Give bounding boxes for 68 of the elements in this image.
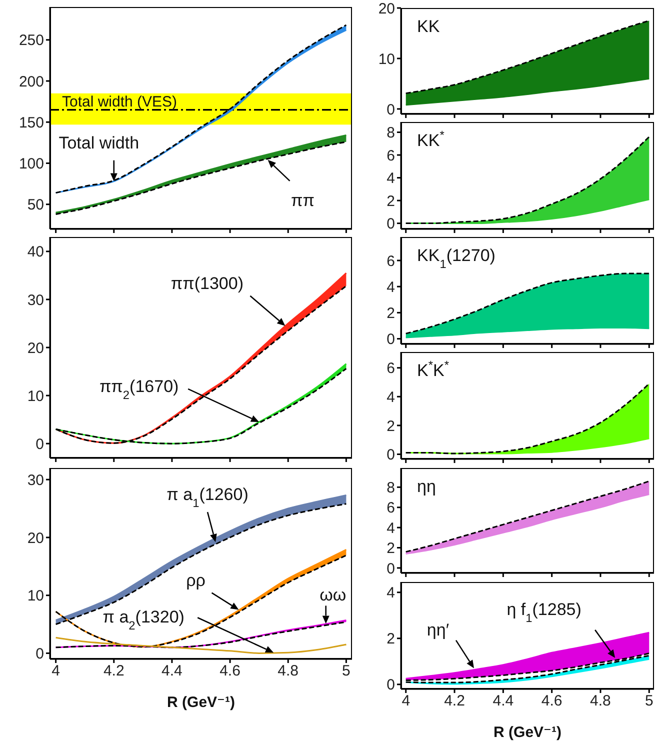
annotation: ππ$_{2}$(1670) — [99, 376, 179, 402]
annotation: π a$_{1}$(1260) — [166, 485, 248, 510]
y-tick-label: 10 — [27, 588, 44, 605]
x-axis-title: R (GeV⁻¹) — [494, 724, 562, 741]
x-tick-label: 4.8 — [278, 662, 299, 680]
text: K$^{*}$K$^{*}$ — [417, 358, 450, 380]
x-tick-label: 5 — [644, 692, 654, 710]
y-tick-label: 2 — [386, 540, 395, 558]
y-tick-label: 20 — [27, 530, 44, 547]
y-tick-label: 4 — [386, 520, 395, 537]
y-tick-label: 0 — [386, 331, 395, 348]
y-tick-label: 8 — [386, 480, 395, 497]
x-tick-label: 4.4 — [162, 662, 182, 680]
y-tick-label: 4 — [386, 278, 395, 296]
band-label: Total width (VES) — [62, 93, 178, 110]
y-tick-label: 2 — [386, 192, 395, 210]
annotation: ωω — [320, 586, 346, 605]
y-tick-label: 200 — [18, 73, 44, 90]
x-tick-label: 4.4 — [492, 692, 514, 710]
y-tick-label: 6 — [386, 252, 395, 270]
text: KK$^{*}$ — [417, 128, 445, 150]
x-tick-label: 4.2 — [103, 662, 124, 680]
text: KK$_{1}$(1270) — [417, 246, 496, 271]
annotation: η f$_{1}$(1285) — [506, 600, 582, 625]
y-tick-label: 6 — [386, 147, 395, 164]
y-tick-label: 2 — [386, 305, 395, 322]
y-tick-label: 30 — [27, 472, 44, 489]
y-tick-label: 4 — [386, 584, 395, 602]
annotation: ρρ — [186, 570, 206, 590]
y-tick-label: 0 — [386, 216, 395, 233]
y-tick-label: 20 — [378, 0, 395, 18]
y-tick-label: 10 — [27, 388, 44, 405]
y-tick-label: 0 — [386, 560, 395, 578]
x-tick-label: 4.2 — [444, 692, 465, 710]
annotation: π a$_{2}$(1320) — [102, 608, 184, 633]
x-tick-label: 4 — [52, 662, 60, 680]
y-tick-label: 4 — [386, 388, 395, 406]
annotation: ππ — [291, 190, 315, 210]
y-tick-label: 150 — [18, 114, 44, 132]
x-tick-label: 4 — [402, 692, 410, 710]
annotation: ππ(1300) — [170, 274, 244, 293]
y-tick-label: 0 — [386, 446, 395, 464]
y-tick-label: 0 — [36, 436, 44, 453]
text: KK — [417, 17, 440, 36]
y-tick-label: 100 — [18, 156, 44, 173]
x-tick-label: 4.6 — [220, 662, 240, 680]
y-tick-label: 0 — [386, 101, 395, 118]
y-tick-label: 250 — [18, 32, 44, 50]
text: ηη — [417, 477, 436, 496]
y-tick-label: 40 — [27, 244, 44, 261]
y-tick-label: 10 — [378, 50, 395, 68]
x-axis-title: R (GeV⁻¹) — [167, 694, 235, 711]
y-tick-label: 0 — [36, 646, 44, 663]
annotation: ηη′ — [426, 620, 450, 640]
y-tick-label: 2 — [386, 630, 395, 648]
y-tick-label: 8 — [386, 124, 395, 142]
x-tick-label: 5 — [342, 662, 350, 680]
y-tick-label: 6 — [386, 500, 395, 517]
y-tick-label: 6 — [386, 360, 395, 378]
y-tick-label: 0 — [386, 676, 395, 694]
y-tick-label: 2 — [386, 418, 395, 435]
x-tick-label: 4.6 — [541, 692, 562, 710]
y-tick-label: 50 — [27, 196, 44, 214]
annotation: Total width — [58, 133, 140, 152]
x-tick-label: 4.8 — [590, 692, 611, 710]
y-tick-label: 20 — [27, 340, 44, 357]
y-tick-label: 4 — [386, 170, 395, 188]
y-tick-label: 30 — [27, 292, 44, 309]
